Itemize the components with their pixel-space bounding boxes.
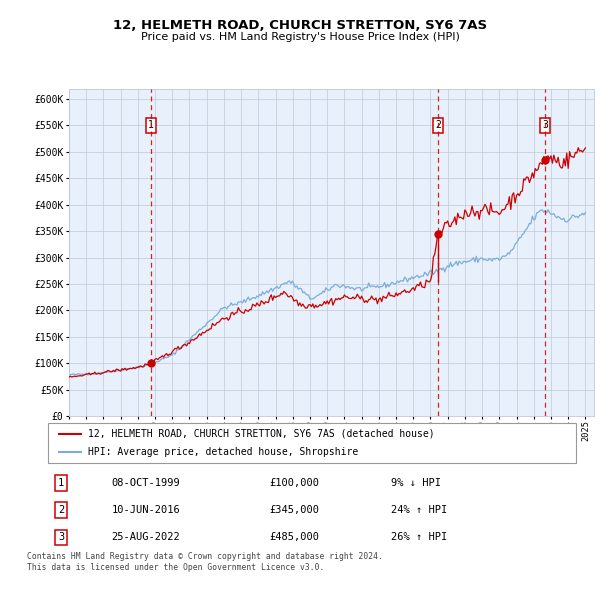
Text: 9% ↓ HPI: 9% ↓ HPI xyxy=(391,478,441,488)
Text: HPI: Average price, detached house, Shropshire: HPI: Average price, detached house, Shro… xyxy=(88,447,358,457)
Text: 3: 3 xyxy=(58,532,64,542)
Text: 10-JUN-2016: 10-JUN-2016 xyxy=(112,505,180,515)
Text: 2: 2 xyxy=(58,505,64,515)
Text: 12, HELMETH ROAD, CHURCH STRETTON, SY6 7AS (detached house): 12, HELMETH ROAD, CHURCH STRETTON, SY6 7… xyxy=(88,429,434,439)
Text: 12, HELMETH ROAD, CHURCH STRETTON, SY6 7AS: 12, HELMETH ROAD, CHURCH STRETTON, SY6 7… xyxy=(113,19,487,32)
Text: £100,000: £100,000 xyxy=(270,478,320,488)
Text: Contains HM Land Registry data © Crown copyright and database right 2024.: Contains HM Land Registry data © Crown c… xyxy=(27,552,383,561)
Text: 25-AUG-2022: 25-AUG-2022 xyxy=(112,532,180,542)
FancyBboxPatch shape xyxy=(48,423,576,463)
Text: £345,000: £345,000 xyxy=(270,505,320,515)
Text: 1: 1 xyxy=(148,120,154,130)
Text: 1: 1 xyxy=(58,478,64,488)
Text: 26% ↑ HPI: 26% ↑ HPI xyxy=(391,532,448,542)
Text: 08-OCT-1999: 08-OCT-1999 xyxy=(112,478,180,488)
Text: £485,000: £485,000 xyxy=(270,532,320,542)
Text: This data is licensed under the Open Government Licence v3.0.: This data is licensed under the Open Gov… xyxy=(27,563,325,572)
Text: Price paid vs. HM Land Registry's House Price Index (HPI): Price paid vs. HM Land Registry's House … xyxy=(140,32,460,42)
Text: 3: 3 xyxy=(542,120,548,130)
Text: 24% ↑ HPI: 24% ↑ HPI xyxy=(391,505,448,515)
Text: 2: 2 xyxy=(435,120,441,130)
